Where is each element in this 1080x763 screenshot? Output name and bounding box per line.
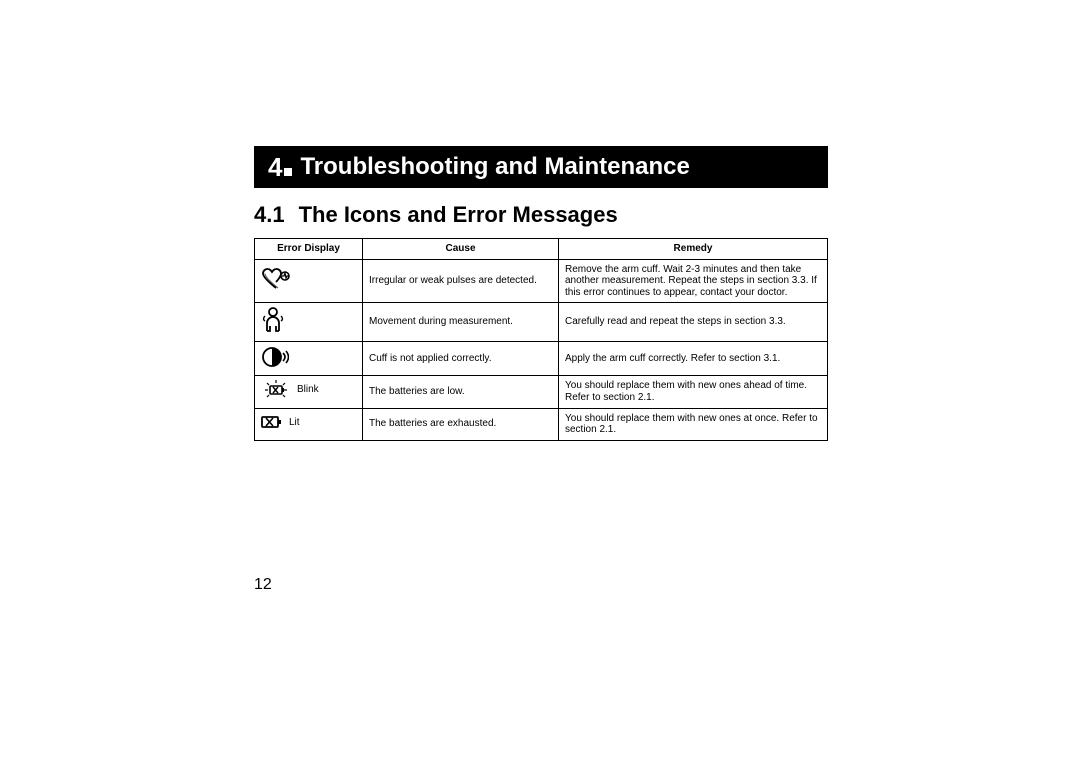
battery-lit-icon [261,415,283,429]
chapter-heading-bar: 4 Troubleshooting and Maintenance [254,146,828,188]
error-display-cell: Blink [255,376,363,409]
remedy-cell: You should replace them with new ones at… [559,408,828,440]
page-number: 12 [254,576,272,594]
icon-label: Blink [297,384,319,396]
section-title-text: The Icons and Error Messages [299,202,618,228]
chapter-number: 4 [268,152,282,183]
section-heading: 4.1 The Icons and Error Messages [254,202,828,228]
header-cause: Cause [363,239,559,260]
error-display-cell [255,341,363,376]
table-row: Lit The batteries are exhausted. You sho… [255,408,828,440]
icon-label: Lit [289,417,300,429]
chapter-title: Troubleshooting and Maintenance [300,153,689,181]
header-error-display: Error Display [255,239,363,260]
movement-icon [261,307,285,333]
table-header-row: Error Display Cause Remedy [255,239,828,260]
table-row: Movement during measurement. Carefully r… [255,303,828,342]
error-table: Error Display Cause Remedy [254,238,828,441]
error-display-cell: Lit [255,408,363,440]
table-row: Blink The batteries are low. You should … [255,376,828,409]
error-display-cell [255,303,363,342]
chapter-dot [284,168,292,176]
section-number: 4.1 [254,202,285,228]
cause-cell: The batteries are low. [363,376,559,409]
battery-blink-icon [261,380,291,400]
table-row: Irregular or weak pulses are detected. R… [255,259,828,303]
remedy-cell: Remove the arm cuff. Wait 2-3 minutes an… [559,259,828,303]
cause-cell: Cuff is not applied correctly. [363,341,559,376]
cause-cell: Irregular or weak pulses are detected. [363,259,559,303]
chapter-number-box: 4 [268,152,292,183]
remedy-cell: You should replace them with new ones ah… [559,376,828,409]
cause-cell: Movement during measurement. [363,303,559,342]
header-remedy: Remedy [559,239,828,260]
heartbeat-icon [261,268,291,290]
remedy-cell: Carefully read and repeat the steps in s… [559,303,828,342]
remedy-cell: Apply the arm cuff correctly. Refer to s… [559,341,828,376]
cause-cell: The batteries are exhausted. [363,408,559,440]
table-row: Cuff is not applied correctly. Apply the… [255,341,828,376]
manual-page: 4 Troubleshooting and Maintenance 4.1 Th… [254,146,828,441]
error-display-cell [255,259,363,303]
cuff-icon [261,346,289,368]
